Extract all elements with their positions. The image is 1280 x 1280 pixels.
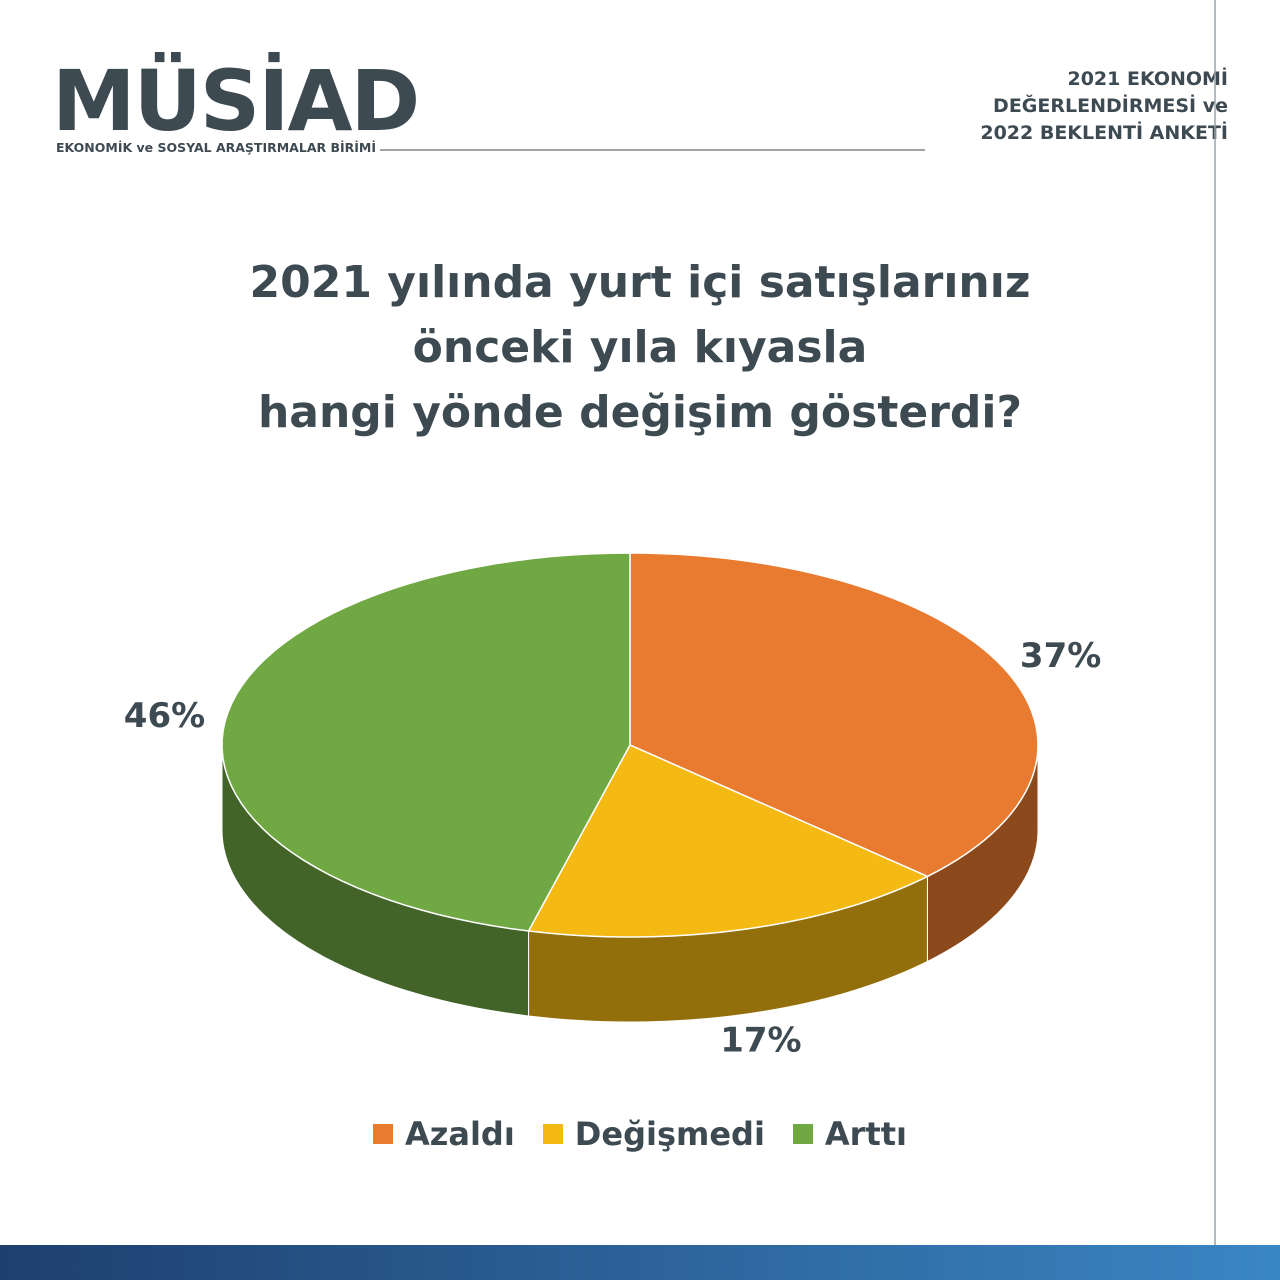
legend-label: Azaldı [404, 1115, 515, 1153]
footer-bar [0, 1245, 1280, 1280]
legend-item: Arttı [792, 1115, 908, 1153]
title-line: önceki yıla kıyasla [412, 322, 868, 373]
legend-label: Arttı [824, 1115, 908, 1153]
legend-item: Azaldı [372, 1115, 515, 1153]
data-label: 37% [1020, 636, 1101, 676]
data-label: 17% [720, 1021, 801, 1061]
legend-swatch [792, 1124, 813, 1144]
data-label: 46% [124, 696, 205, 736]
logo: MÜSİAD [52, 52, 420, 150]
title-line: hangi yönde değişim gösterdi? [257, 387, 1023, 438]
report-title: 2021 EKONOMİ DEĞERLENDİRMESİ ve 2022 BEK… [980, 66, 1228, 147]
unit: EKONOMİK ve SOSYAL ARAŞTIRMALAR BİRİMİ [56, 140, 377, 155]
legend-swatch [542, 1124, 563, 1144]
legend-label: Değişmedi [574, 1115, 765, 1153]
pie: 37% 17% 46% [124, 552, 1101, 1061]
chart-title: 2021 yılında yurt içi satışlarınız öncek… [0, 250, 1280, 445]
report-line: DEĞERLENDİRMESİ ve [993, 95, 1228, 117]
legend-item: Değişmedi [542, 1115, 765, 1153]
legend-swatch [372, 1124, 393, 1144]
slice [629, 552, 1039, 878]
report-line: 2022 BEKLENTİ ANKETİ [980, 122, 1228, 144]
slice [221, 552, 631, 932]
report-line: 2021 EKONOMİ [1067, 68, 1228, 90]
title-line: 2021 yılında yurt içi satışlarınız [249, 257, 1031, 308]
slice [527, 744, 930, 938]
legend: Azaldı Değişmedi Arttı [0, 1115, 1280, 1153]
